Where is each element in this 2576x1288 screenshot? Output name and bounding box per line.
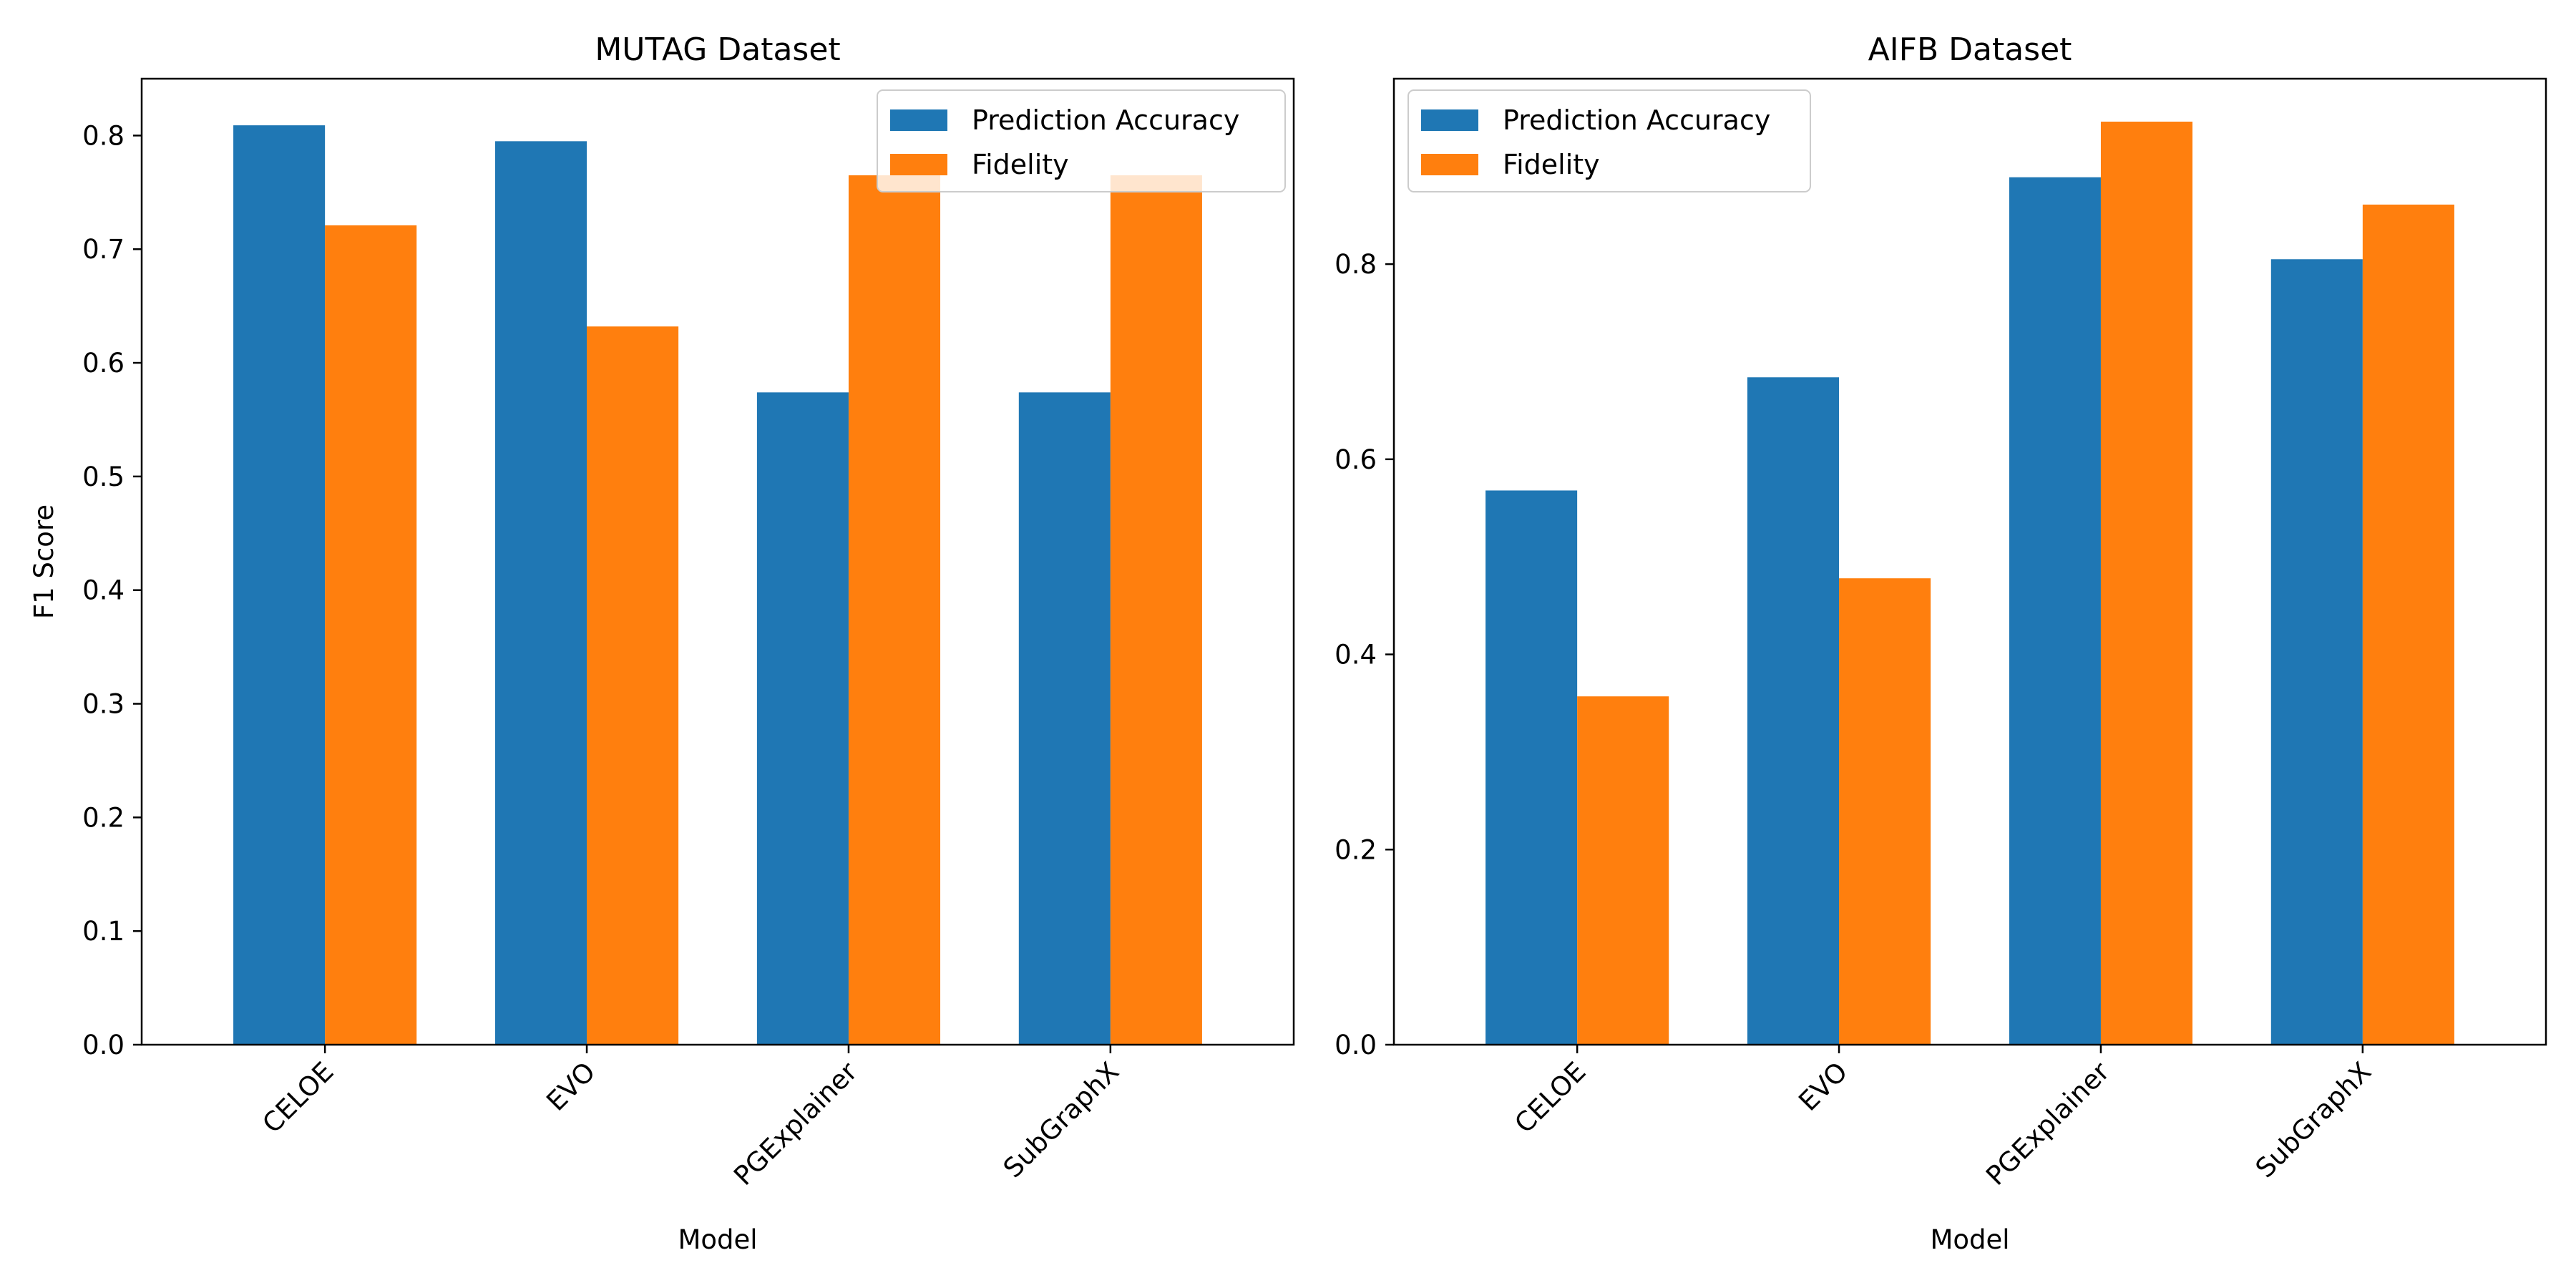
mutag-bar-1-0	[325, 225, 417, 1045]
mutag-y-tick-label: 0.2	[82, 802, 125, 833]
mutag-legend: Prediction Accuracy Fidelity	[877, 89, 1286, 192]
mutag-bars	[233, 125, 1202, 1045]
mutag-legend-label-accuracy: Prediction Accuracy	[972, 104, 1239, 136]
mutag-bar-1-3	[1110, 175, 1202, 1045]
aifb-plot-frame	[1392, 77, 2547, 1046]
mutag-y-tick-label: 0.3	[82, 689, 125, 720]
mutag-y-ticks: 0.0 0.1 0.2 0.3 0.4 0.5 0.6 0.7 0.8	[82, 120, 142, 1060]
mutag-y-tick-label: 0.0	[82, 1030, 125, 1060]
aifb-bar-0-1	[1747, 377, 1840, 1045]
aifb-bar-1-2	[2100, 122, 2193, 1045]
aifb-legend-label-fidelity: Fidelity	[1503, 149, 1600, 180]
mutag-bar-0-3	[1018, 392, 1111, 1045]
mutag-bar-1-2	[848, 175, 941, 1045]
mutag-y-tick-label: 0.5	[82, 462, 125, 492]
mutag-bar-0-2	[756, 392, 849, 1045]
mutag-legend-label-fidelity: Fidelity	[972, 149, 1069, 180]
mutag-y-tick-label: 0.1	[82, 916, 125, 947]
mutag-y-tick-label: 0.7	[82, 234, 125, 265]
mutag-plot-frame	[140, 77, 1295, 1046]
aifb-bar-1-3	[2362, 204, 2454, 1045]
mutag-bar-1-1	[587, 326, 679, 1045]
aifb-bar-0-3	[2270, 259, 2363, 1045]
mutag-x-axis-label: Model	[678, 1224, 757, 1255]
aifb-bar-0-0	[1485, 490, 1578, 1045]
mutag-bar-0-1	[494, 141, 587, 1045]
aifb-bar-0-2	[2009, 177, 2101, 1045]
aifb-bar-1-0	[1577, 696, 1669, 1045]
mutag-legend-swatch-fidelity	[890, 154, 947, 175]
mutag-y-tick-label: 0.6	[82, 348, 125, 379]
mutag-chart-title: MUTAG Dataset	[595, 31, 840, 68]
mutag-y-tick-label: 0.8	[82, 120, 125, 151]
aifb-legend-swatch-fidelity	[1421, 154, 1478, 175]
aifb-legend: Prediction Accuracy Fidelity	[1407, 89, 1811, 192]
aifb-y-tick-label: 0.6	[1335, 444, 1377, 475]
mutag-legend-swatch-accuracy	[890, 109, 947, 131]
aifb-legend-swatch-accuracy	[1421, 109, 1478, 131]
mutag-y-tick-label: 0.4	[82, 575, 125, 606]
aifb-y-tick-label: 0.4	[1335, 640, 1377, 670]
aifb-y-ticks: 0.0 0.2 0.4 0.6 0.8	[1335, 249, 1394, 1060]
mutag-bar-0-0	[233, 125, 326, 1045]
aifb-y-tick-label: 0.8	[1335, 249, 1377, 280]
aifb-x-axis-label: Model	[1930, 1224, 2009, 1255]
aifb-legend-box	[1407, 89, 1811, 192]
aifb-bars	[1485, 122, 2454, 1045]
aifb-bar-1-1	[1839, 578, 1931, 1045]
mutag-y-axis-label: F1 Score	[29, 504, 59, 619]
aifb-y-tick-label: 0.0	[1335, 1030, 1377, 1060]
aifb-y-tick-label: 0.2	[1335, 834, 1377, 865]
aifb-legend-label-accuracy: Prediction Accuracy	[1503, 104, 1770, 136]
mutag-legend-box	[877, 89, 1286, 192]
aifb-chart-title: AIFB Dataset	[1868, 31, 2072, 68]
